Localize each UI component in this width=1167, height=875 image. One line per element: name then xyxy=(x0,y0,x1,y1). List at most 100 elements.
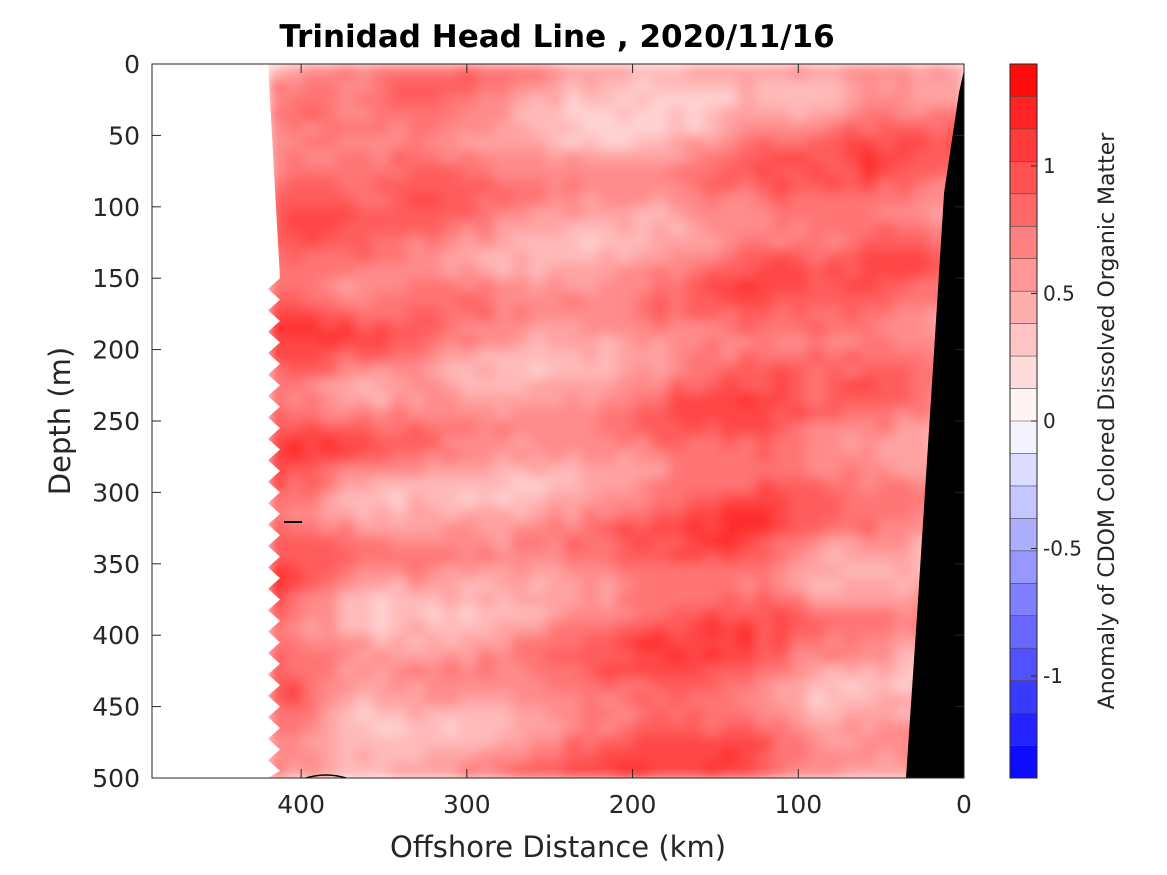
anomaly-cell xyxy=(668,78,687,94)
anomaly-cell xyxy=(859,92,879,109)
anomaly-cell xyxy=(772,763,792,778)
anomaly-cell xyxy=(476,520,496,537)
anomaly-cell xyxy=(790,549,809,565)
anomaly-cell xyxy=(668,620,687,637)
anomaly-cell xyxy=(616,735,635,751)
anomaly-cell xyxy=(720,463,739,480)
anomaly-cell xyxy=(703,392,722,408)
anomaly-cell xyxy=(842,292,861,308)
anomaly-cell xyxy=(320,163,339,180)
anomaly-cell xyxy=(911,235,931,251)
anomaly-cell xyxy=(529,406,548,423)
anomaly-cell xyxy=(703,235,722,251)
anomaly-cell xyxy=(650,221,670,237)
anomaly-cell xyxy=(511,520,531,537)
anomaly-cell xyxy=(824,749,844,765)
anomaly-cell xyxy=(511,335,531,351)
anomaly-cell xyxy=(337,763,357,778)
anomaly-cell xyxy=(755,435,774,451)
anomaly-cell xyxy=(302,606,322,623)
anomaly-cell xyxy=(790,421,809,437)
anomaly-cell xyxy=(772,363,792,380)
anomaly-cell xyxy=(911,78,931,94)
anomaly-cell xyxy=(302,449,322,466)
anomaly-cell xyxy=(494,192,513,208)
anomaly-cell xyxy=(355,421,374,437)
anomaly-cell xyxy=(407,92,426,109)
anomaly-cell xyxy=(459,549,478,565)
anomaly-cell xyxy=(737,363,757,380)
anomaly-cell xyxy=(703,135,722,151)
anomaly-cell xyxy=(859,235,879,251)
anomaly-cell xyxy=(581,292,600,308)
anomaly-cell xyxy=(737,578,757,594)
anomaly-cell xyxy=(424,421,444,437)
anomaly-cell xyxy=(703,221,722,237)
anomaly-cell xyxy=(703,363,722,380)
anomaly-cell xyxy=(894,449,913,466)
colorbar-step xyxy=(1010,64,1037,97)
anomaly-cell xyxy=(337,135,357,151)
anomaly-cell xyxy=(529,135,548,151)
anomaly-cell xyxy=(685,520,705,537)
anomaly-cell xyxy=(824,78,844,94)
anomaly-cell xyxy=(859,392,879,408)
anomaly-cell xyxy=(389,278,409,294)
anomaly-cell xyxy=(824,606,844,623)
anomaly-cell xyxy=(389,749,409,765)
anomaly-cell xyxy=(529,535,548,551)
anomaly-cell xyxy=(407,506,426,523)
anomaly-cell xyxy=(476,135,496,151)
anomaly-cell xyxy=(772,563,792,580)
anomaly-cell xyxy=(546,492,565,508)
anomaly-cell xyxy=(790,435,809,451)
anomaly-cell xyxy=(563,578,583,594)
anomaly-cell xyxy=(563,763,583,778)
anomaly-cell xyxy=(894,563,913,580)
anomaly-cell xyxy=(494,221,513,237)
anomaly-cell xyxy=(546,649,565,665)
anomaly-cell xyxy=(790,335,809,351)
anomaly-cell xyxy=(877,520,896,537)
anomaly-cell xyxy=(285,463,304,480)
anomaly-cell xyxy=(859,78,879,94)
anomaly-cell xyxy=(650,321,670,337)
anomaly-cell xyxy=(459,121,478,137)
anomaly-cell xyxy=(372,221,391,237)
anomaly-cell xyxy=(824,135,844,151)
anomaly-cell xyxy=(494,206,513,223)
seafloor xyxy=(906,70,964,778)
anomaly-cell xyxy=(755,106,774,123)
anomaly-cell xyxy=(581,435,600,451)
anomaly-cell xyxy=(633,620,652,637)
anomaly-cell xyxy=(302,149,322,166)
anomaly-cell xyxy=(581,135,600,151)
anomaly-cell xyxy=(511,378,531,394)
anomaly-cell xyxy=(703,663,722,680)
anomaly-cell xyxy=(807,692,826,708)
anomaly-cell xyxy=(302,335,322,351)
anomaly-cell xyxy=(320,292,339,308)
anomaly-cell xyxy=(529,349,548,366)
anomaly-cell xyxy=(511,421,531,437)
anomaly-cell xyxy=(877,449,896,466)
anomaly-cell xyxy=(389,421,409,437)
anomaly-cell xyxy=(824,720,844,737)
anomaly-cell xyxy=(529,278,548,294)
anomaly-cell xyxy=(737,678,757,694)
anomaly-cell xyxy=(720,378,739,394)
anomaly-cell xyxy=(737,563,757,580)
anomaly-cell xyxy=(389,549,409,565)
anomaly-cell xyxy=(389,292,409,308)
anomaly-cell xyxy=(772,392,792,408)
anomaly-cell xyxy=(424,121,444,137)
anomaly-cell xyxy=(824,363,844,380)
anomaly-cell xyxy=(285,720,304,737)
anomaly-cell xyxy=(598,392,618,408)
anomaly-cell xyxy=(529,392,548,408)
anomaly-cell xyxy=(563,278,583,294)
anomaly-cell xyxy=(546,749,565,765)
anomaly-cell xyxy=(737,249,757,266)
anomaly-cell xyxy=(459,763,478,778)
anomaly-cell xyxy=(633,392,652,408)
